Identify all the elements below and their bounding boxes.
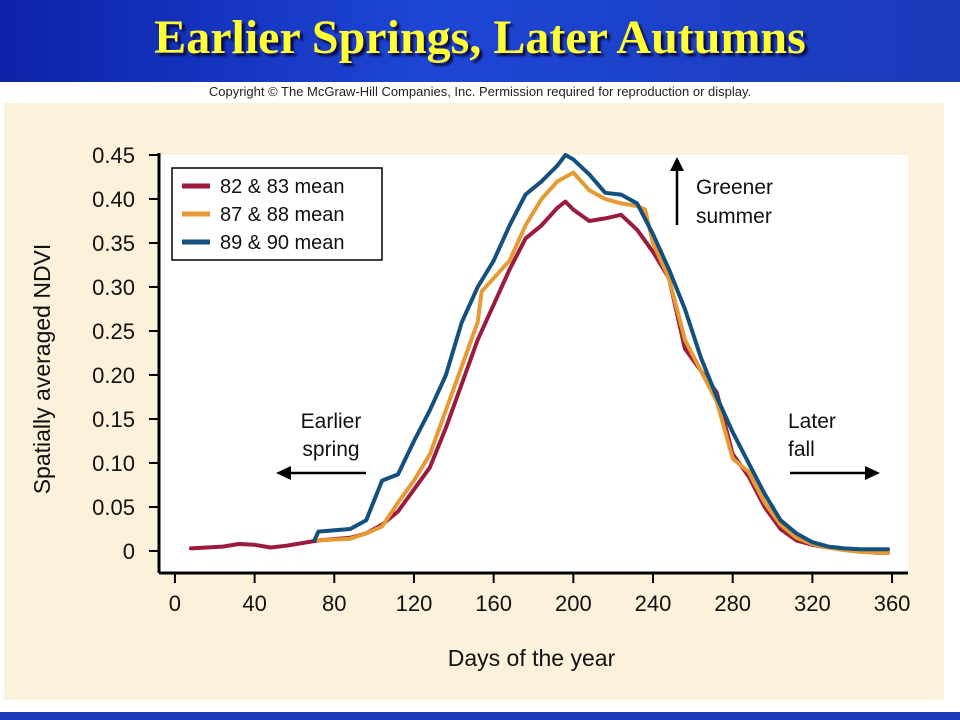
y-tick-label: 0.40 [92, 187, 135, 212]
ndvi-line-chart: 0 0.05 0.10 0.15 0.20 0.25 0.30 0.35 0.40 0.45 0 40… [29, 143, 911, 671]
x-tick-label: 160 [475, 591, 512, 616]
greener-arrow-head [670, 157, 684, 171]
x-tick-label: 320 [794, 591, 831, 616]
later-fall-text: Later [788, 410, 836, 433]
x-tick-label: 200 [555, 591, 592, 616]
y-tick-label: 0.45 [92, 143, 135, 168]
slide-header: Earlier Springs, Later Autumns [0, 0, 960, 82]
earlier-spring-text: spring [302, 438, 359, 461]
series-line-3 [312, 153, 891, 552]
y-tick-label: 0 [123, 539, 135, 564]
earlier-arrow-head [276, 466, 291, 480]
slide-title: Earlier Springs, Later Autumns [154, 11, 806, 64]
y-tick-label: 0.20 [92, 363, 135, 388]
y-tick-label: 0.25 [92, 319, 135, 344]
figure-panel: 0 0.05 0.10 0.15 0.20 0.25 0.30 0.35 0.40 0.45 0 40… [4, 103, 944, 700]
legend-label: 82 & 83 mean [220, 176, 345, 198]
greener-summer-text: Greener [696, 176, 773, 199]
legend-label: 87 & 88 mean [220, 204, 345, 226]
x-tick-label: 120 [396, 591, 433, 616]
x-tick-label: 0 [169, 591, 181, 616]
x-tick-label: 360 [874, 591, 911, 616]
y-tick-label: 0.10 [92, 451, 135, 476]
x-tick-label: 280 [714, 591, 751, 616]
y-tick-label: 0.35 [92, 231, 135, 256]
series-line-2 [316, 170, 891, 555]
later-arrow-head [865, 466, 880, 480]
x-tick-label: 240 [635, 591, 672, 616]
later-fall-text: fall [788, 438, 815, 461]
y-tick-label: 0.05 [92, 495, 135, 520]
bottom-rule [0, 712, 960, 720]
x-axis-label: Days of the year [448, 645, 616, 671]
y-tick-label: 0.30 [92, 275, 135, 300]
greener-summer-text: summer [696, 205, 772, 228]
copyright-notice: Copyright © The McGraw-Hill Companies, I… [208, 84, 752, 99]
x-tick-label: 40 [242, 591, 266, 616]
legend-label: 89 & 90 mean [220, 232, 345, 254]
earlier-spring-text: Earlier [301, 410, 362, 433]
x-tick-label: 80 [322, 591, 346, 616]
y-axis-label: Spatially averaged NDVI [29, 244, 55, 495]
y-tick-label: 0.15 [92, 407, 135, 432]
